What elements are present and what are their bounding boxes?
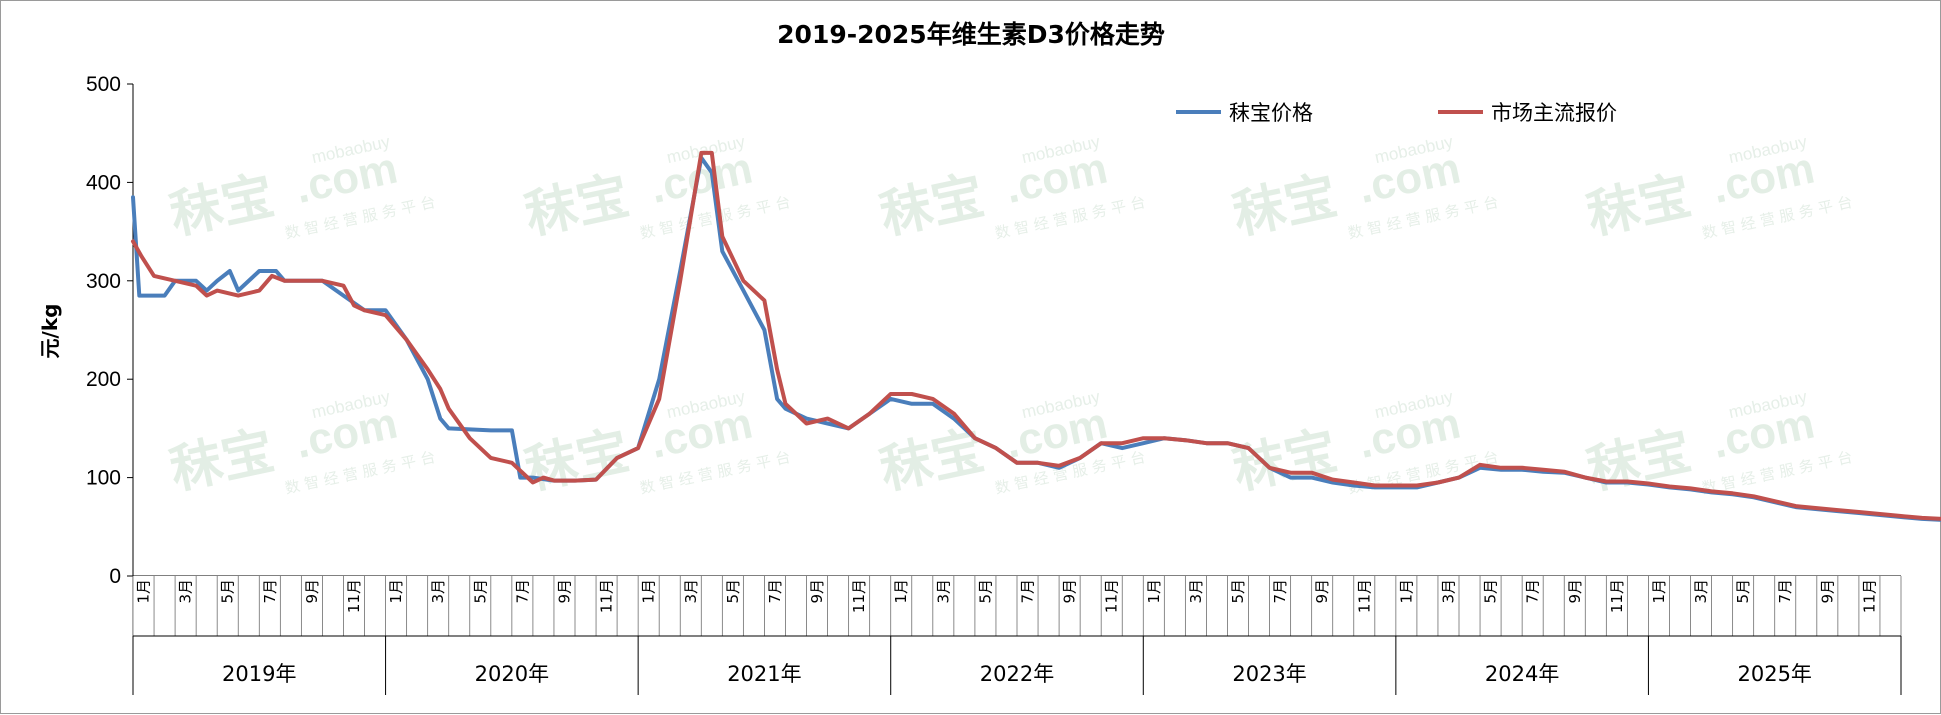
x-month-label: 11月: [850, 579, 868, 613]
x-month-label: 1月: [892, 579, 910, 604]
watermark-layer: 秣宝 .commobaobuy数 智 经 营 服 务 平 台秣宝 .commobao…: [165, 132, 1854, 501]
x-month-label: 3月: [682, 579, 700, 604]
x-month-label: 3月: [429, 579, 447, 604]
y-tick-label: 500: [86, 73, 121, 96]
x-month-label: 7月: [1524, 579, 1542, 604]
x-month-label: 7月: [1776, 579, 1794, 604]
x-month-label: 11月: [1103, 579, 1121, 613]
watermark-brand: 秣宝: [165, 421, 279, 501]
x-year-label: 2023年: [1232, 662, 1306, 686]
y-tick-label: 200: [86, 368, 121, 391]
x-month-label: 7月: [766, 579, 784, 604]
axes: 0 100 200 300 400 500 1月 3月 5月 7月 9月 11月 2019年 1月 3月 5月…: [86, 73, 1902, 695]
x-year-label: 2019年: [222, 662, 296, 686]
x-month-label: 11月: [1860, 579, 1878, 613]
x-month-label: 11月: [598, 579, 616, 613]
watermark-brand: 秣宝: [165, 166, 279, 246]
x-month-label: 9月: [808, 579, 826, 604]
x-month-label: 9月: [1313, 579, 1331, 604]
x-month-label: 5月: [1229, 579, 1247, 604]
x-year-label: 2020年: [475, 662, 549, 686]
series-layer: [131, 150, 1941, 522]
x-month-label: 11月: [345, 579, 363, 613]
x-month-label: 1月: [640, 579, 658, 604]
x-month-label: 3月: [177, 579, 195, 604]
y-tick-label: 300: [86, 270, 121, 293]
x-month-label: 3月: [934, 579, 952, 604]
x-year-label: 2021年: [727, 662, 801, 686]
x-month-label: 1月: [1650, 579, 1668, 604]
x-month-label: 5月: [219, 579, 237, 604]
x-month-label: 1月: [1397, 579, 1415, 604]
x-month-label: 9月: [1818, 579, 1836, 604]
watermark-brand: 秣宝: [875, 166, 989, 246]
chart-title: 2019-2025年维生素D3价格走势: [777, 20, 1165, 49]
legend-label-1: 市场主流报价: [1491, 101, 1617, 125]
x-month-label: 5月: [1482, 579, 1500, 604]
y-tick-label: 100: [86, 467, 121, 490]
y-tick-label: 0: [109, 565, 121, 588]
x-month-label: 9月: [1061, 579, 1079, 604]
x-year-label: 2024年: [1485, 662, 1559, 686]
y-axis-label: 元/kg: [38, 304, 62, 359]
x-year-label: 2025年: [1737, 662, 1811, 686]
x-month-label: 11月: [1608, 579, 1626, 613]
x-month-label: 3月: [1187, 579, 1205, 604]
x-month-label: 1月: [135, 579, 153, 604]
x-month-label: 1月: [387, 579, 405, 604]
x-month-label: 7月: [513, 579, 531, 604]
x-year-label: 2022年: [980, 662, 1054, 686]
series-line-1: [131, 150, 1941, 521]
x-month-label: 1月: [1145, 579, 1163, 604]
watermark-brand: 秣宝: [1582, 166, 1696, 246]
x-month-label: 9月: [555, 579, 573, 604]
x-month-label: 9月: [1566, 579, 1584, 604]
legend-label-0: 秣宝价格: [1229, 101, 1313, 125]
watermark-brand: 秣宝: [520, 166, 634, 246]
y-tick-label: 400: [86, 171, 121, 194]
watermark-brand: 秣宝: [520, 421, 634, 501]
x-month-label: 5月: [471, 579, 489, 604]
x-month-label: 11月: [1355, 579, 1373, 613]
x-month-label: 9月: [303, 579, 321, 604]
x-month-label: 7月: [1019, 579, 1037, 604]
x-month-label: 7月: [261, 579, 279, 604]
watermark-brand: 秣宝: [1228, 421, 1342, 501]
x-month-label: 7月: [1271, 579, 1289, 604]
x-month-label: 5月: [1734, 579, 1752, 604]
x-month-label: 3月: [1439, 579, 1457, 604]
legend: 秣宝价格 市场主流报价: [1176, 101, 1617, 125]
x-month-label: 3月: [1692, 579, 1710, 604]
x-month-label: 5月: [976, 579, 994, 604]
x-month-label: 5月: [724, 579, 742, 604]
watermark-brand: 秣宝: [1228, 166, 1342, 246]
